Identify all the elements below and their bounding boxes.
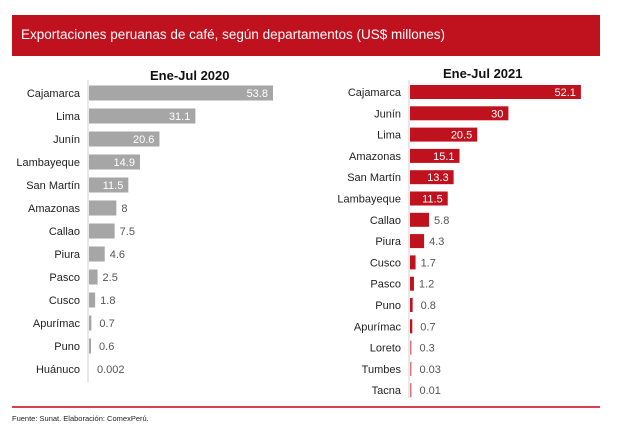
value-label: 15.1 [433, 151, 454, 163]
category-label: Pasco [370, 279, 401, 291]
category-label: Amazonas [28, 203, 80, 215]
category-label: Junín [53, 134, 80, 146]
bar-2021 [410, 298, 413, 312]
bar-2020 [89, 85, 273, 101]
value-label: 5.8 [434, 215, 449, 227]
bar-2020 [89, 246, 105, 262]
bar-2021 [410, 106, 509, 121]
value-label: 14.9 [114, 157, 135, 169]
category-label: Loreto [370, 343, 401, 355]
category-label: Amazonas [349, 151, 401, 163]
value-label: 11.5 [103, 180, 124, 192]
category-label: San Martín [26, 180, 80, 192]
value-label: 8 [121, 203, 127, 215]
value-label: 1.8 [100, 295, 115, 307]
bar-2020 [89, 177, 129, 193]
bar-2020 [89, 338, 92, 354]
bar-2020 [89, 131, 160, 147]
category-label: Pasco [49, 272, 80, 284]
value-label: 0.002 [97, 364, 125, 376]
category-label: Tumbes [362, 364, 402, 376]
bar-2021 [410, 85, 581, 99]
figure-title: Exportaciones peruanas de café, según de… [21, 27, 445, 42]
value-label: 53.8 [247, 88, 268, 100]
bar-2021 [410, 319, 413, 334]
category-label: Piura [54, 249, 81, 261]
value-label: 0.01 [420, 385, 441, 397]
value-label: 0.03 [420, 364, 441, 376]
category-label: Huánuco [36, 364, 80, 376]
value-label: 0.7 [420, 321, 435, 333]
category-label: Cusco [49, 295, 80, 307]
value-label: 0.8 [421, 300, 436, 312]
category-label: Apurímac [33, 318, 81, 330]
source-note: Fuente: Sunat. Elaboración: ComexPerú. [12, 414, 149, 423]
value-label: 31.1 [169, 111, 190, 123]
category-label: Puno [375, 300, 401, 312]
chart-2021-title: Ene-Jul 2021 [443, 66, 523, 81]
value-label: 0.6 [99, 341, 114, 353]
bar-2020 [89, 223, 115, 239]
bar-2020 [89, 154, 140, 170]
bar-2021 [410, 340, 412, 355]
bar-2021 [410, 127, 478, 142]
category-label: Apurímac [354, 321, 402, 333]
value-label: 2.5 [103, 272, 118, 284]
bar-2020 [89, 269, 98, 285]
bar-2021 [410, 383, 412, 398]
value-label: 13.3 [427, 172, 448, 184]
value-label: 20.6 [133, 134, 154, 146]
category-label: Lambayeque [337, 194, 401, 206]
value-label: 30 [491, 108, 503, 120]
title-banner: Exportaciones peruanas de café, según de… [12, 15, 600, 56]
value-label: 1.2 [419, 279, 434, 291]
category-label: Tacna [372, 385, 402, 397]
bar-2020 [89, 292, 96, 308]
category-label: Junín [374, 108, 401, 120]
category-label: Cusco [370, 257, 401, 269]
value-label: 1.7 [421, 257, 436, 269]
category-label: Piura [375, 236, 402, 248]
bar-2021 [410, 361, 412, 376]
category-label: Cajamarca [348, 87, 402, 99]
category-label: San Martín [347, 172, 401, 184]
bar-2021 [410, 234, 425, 249]
footer-divider [12, 406, 600, 408]
bar-2021 [410, 148, 460, 163]
bar-2021 [410, 276, 414, 291]
value-label: 4.3 [429, 236, 444, 248]
category-label: Cajamarca [27, 88, 81, 100]
bar-2020 [89, 315, 92, 331]
value-label: 0.7 [99, 318, 114, 330]
bar-2021 [410, 212, 430, 227]
bar-2020 [89, 108, 196, 124]
value-label: 52.1 [554, 87, 575, 99]
category-label: Lambayeque [16, 157, 80, 169]
value-label: 0.3 [420, 343, 435, 355]
category-label: Callao [370, 215, 401, 227]
value-label: 20.5 [451, 130, 472, 142]
value-label: 7.5 [120, 226, 135, 238]
bar-2020 [89, 200, 117, 216]
chart-2020-title: Ene-Jul 2020 [150, 68, 230, 83]
category-label: Lima [377, 130, 402, 142]
value-label: 4.6 [110, 249, 125, 261]
category-label: Lima [56, 111, 81, 123]
category-label: Puno [54, 341, 80, 353]
bar-2021 [410, 191, 448, 206]
bar-2021 [410, 170, 454, 185]
value-label: 11.5 [422, 194, 443, 206]
bar-2021 [410, 255, 416, 270]
category-label: Callao [49, 226, 80, 238]
